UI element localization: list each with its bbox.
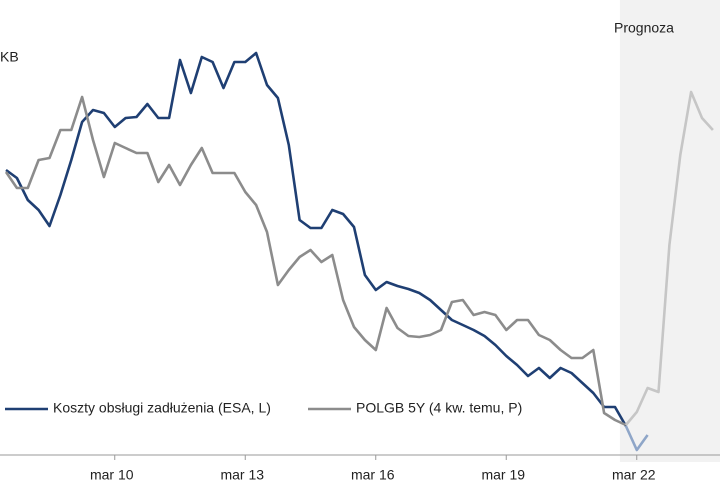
- x-tick-label: mar 16: [351, 467, 395, 483]
- legend-label: POLGB 5Y (4 kw. temu, P): [356, 400, 522, 416]
- series-line: [5, 51, 628, 427]
- unit-label: KB: [0, 49, 19, 65]
- series-line: [4, 95, 627, 427]
- forecast-label: Prognoza: [614, 20, 674, 36]
- forecast-line: [624, 90, 714, 426]
- legend-label: Koszty obsługi zadłużenia (ESA, L): [53, 400, 271, 416]
- x-tick-label: mar 19: [481, 467, 525, 483]
- x-tick-label: mar 10: [90, 467, 134, 483]
- x-tick-label: mar 13: [220, 467, 264, 483]
- legend-box: [0, 396, 545, 422]
- x-tick-label: mar 22: [612, 467, 656, 483]
- forecast-line: [624, 425, 649, 452]
